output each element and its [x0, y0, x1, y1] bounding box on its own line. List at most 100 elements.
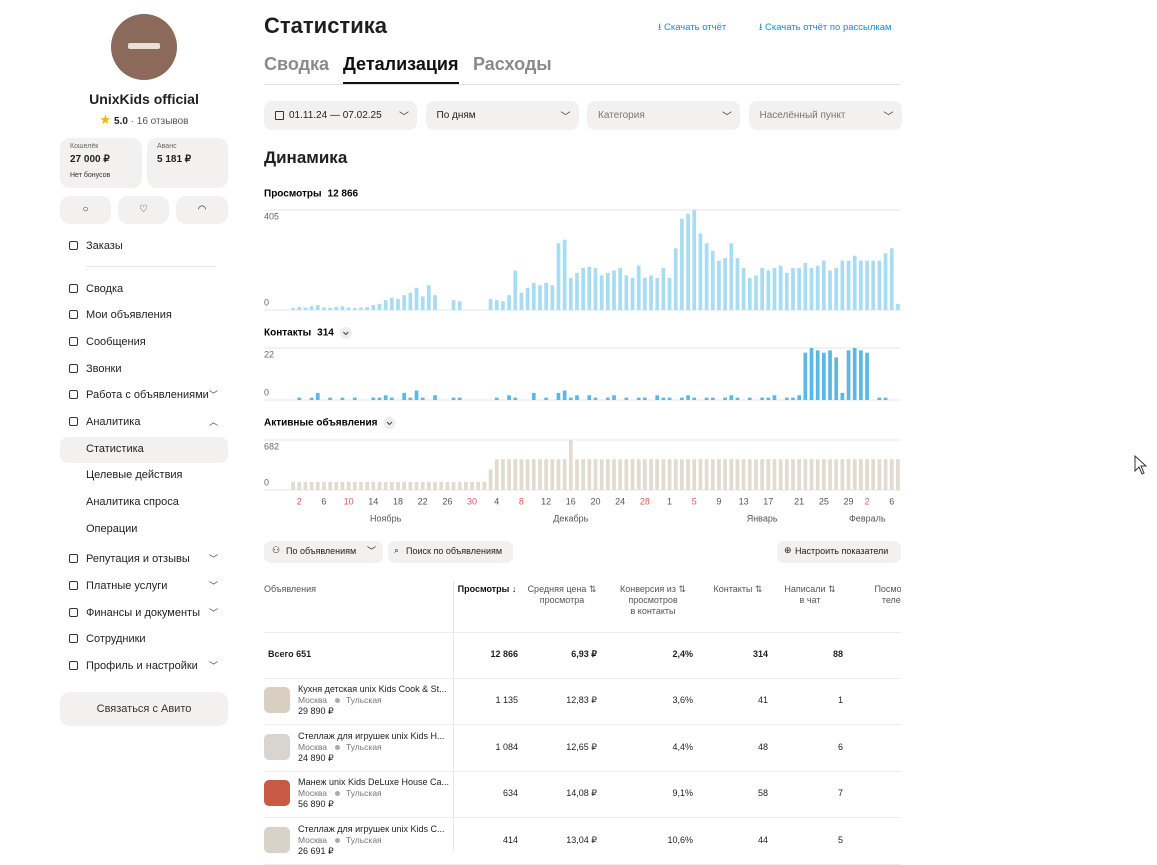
tab[interactable]: Детализация: [343, 54, 459, 74]
bar: [834, 459, 839, 490]
bar: [556, 459, 561, 490]
column-header[interactable]: Посмотрели телефон: [874, 584, 926, 605]
table-cell: 1 084: [495, 741, 518, 752]
menu-item[interactable]: Целевые действия: [86, 469, 183, 481]
menu-item[interactable]: Платные услуги: [86, 580, 168, 592]
filter[interactable]: По дням ﹀: [425, 101, 579, 130]
bar: [328, 397, 332, 400]
month-label: Декабрь: [553, 513, 588, 523]
table-cell: 58: [757, 788, 768, 798]
menu-item[interactable]: Статистика: [86, 443, 144, 455]
bar: [710, 459, 715, 490]
contact-avito[interactable]: Связаться с Авито: [60, 692, 228, 726]
listing-title[interactable]: Кухня детская unix Kids Cook & St...: [298, 684, 447, 694]
bar: [618, 459, 623, 490]
listing-title[interactable]: Манеж unix Kids DeLuxe House Ca...: [298, 777, 450, 787]
bar: [365, 307, 369, 310]
table-cell: 7: [837, 788, 843, 798]
menu-item[interactable]: Заказы: [86, 240, 123, 252]
bar: [896, 303, 900, 310]
chart-title: Активные объявления: [264, 417, 378, 429]
menu-item[interactable]: Работа с объявлениями: [86, 389, 209, 401]
x-tick-label: 17: [763, 496, 773, 506]
bar: [383, 395, 388, 400]
bar: [809, 459, 814, 490]
bar: [896, 459, 900, 490]
filter[interactable]: 01.11.24 — 07.02.25 ﹀: [264, 101, 417, 130]
bar: [556, 243, 561, 310]
menu-item[interactable]: Звонки: [86, 363, 122, 375]
bar: [815, 265, 820, 310]
y-tick-label: 22: [264, 349, 274, 359]
bar: [624, 397, 629, 400]
month-label: Ноябрь: [370, 513, 402, 523]
bar: [427, 285, 431, 310]
toolbar-button[interactable]: По объявлениям ⚇ ﹀: [264, 541, 383, 563]
bar: [593, 397, 598, 400]
bar: [661, 459, 666, 490]
table-cell: 12,83 ₽: [566, 695, 597, 705]
toolbar-chevron: ﹀: [367, 546, 377, 556]
download-mailing-report[interactable]: ⭳ Скачать отчёт по рассылкам: [759, 22, 892, 33]
settings-button[interactable]: Настроить показатели ⊕: [777, 541, 901, 563]
column-header[interactable]: Просмотры ↓: [457, 584, 517, 594]
menu-icon: [69, 241, 78, 250]
column-header[interactable]: Средняя цена ⇅ просмотра: [527, 584, 597, 605]
notify-button[interactable]: ◠: [176, 196, 228, 224]
bar: [667, 277, 672, 310]
bar: [803, 263, 808, 310]
filter[interactable]: Категория ﹀: [587, 101, 740, 130]
column-header: Объявления: [264, 584, 317, 594]
menu-item[interactable]: Операции: [86, 523, 138, 535]
listing-metro: Тульская: [346, 695, 382, 705]
rating-value: 5.0: [113, 116, 128, 127]
tab[interactable]: Сводка: [264, 54, 330, 74]
bar: [420, 296, 425, 310]
menu-item[interactable]: Аналитика спроса: [86, 496, 179, 508]
bar: [433, 481, 437, 490]
bar: [309, 481, 314, 490]
wallet[interactable]: Кошелёк 27 000 ₽ Нет бонусов: [60, 138, 142, 188]
bar: [655, 459, 660, 490]
filter[interactable]: Населённый пункт ﹀: [748, 101, 902, 130]
bar: [328, 308, 332, 310]
column-header[interactable]: Написали ⇅ в чат: [784, 584, 836, 605]
advance[interactable]: Аванс 5 181 ₽: [147, 138, 228, 188]
bar: [581, 459, 586, 490]
menu-item[interactable]: Сотрудники: [86, 633, 146, 645]
menu-item[interactable]: Сводка: [86, 283, 124, 295]
bar: [871, 260, 876, 310]
download-report[interactable]: ⭳ Скачать отчёт: [658, 22, 727, 33]
bar: [550, 285, 555, 310]
total-cell: 12 866: [490, 649, 518, 659]
bar: [371, 305, 376, 310]
header-line: [264, 632, 901, 633]
menu-item[interactable]: Аналитика: [86, 416, 141, 428]
favorites-button[interactable]: ♡: [118, 196, 169, 224]
row-line: [264, 770, 901, 772]
bar: [883, 459, 888, 490]
menu-item[interactable]: Сообщения: [86, 336, 146, 348]
bar: [655, 395, 660, 400]
listing-title[interactable]: Стеллаж для игрушек unix Kids C...: [298, 823, 445, 834]
advance-label: Аванс: [157, 143, 177, 150]
toolbar-label: По объявлениям: [286, 546, 357, 556]
menu-item[interactable]: Профиль и настройки: [86, 660, 198, 672]
search-button[interactable]: Поиск по объявлениям ⌕: [388, 541, 513, 563]
bar: [575, 395, 579, 400]
bar: [544, 282, 548, 310]
listing-title[interactable]: Стеллаж для игрушек unix Kids H...: [298, 730, 445, 741]
menu-item[interactable]: Репутация и отзывы: [86, 553, 190, 565]
bar: [630, 277, 635, 310]
chat-button[interactable]: ○: [60, 196, 111, 224]
bar: [556, 392, 561, 400]
tab[interactable]: Расходы: [473, 54, 552, 74]
menu-item[interactable]: Мои объявления: [86, 309, 172, 321]
column-header[interactable]: Конверсия из ⇅ просмотров в контакты: [619, 584, 686, 616]
column-header[interactable]: Контакты ⇅: [713, 584, 763, 594]
row-line: [264, 863, 901, 865]
bar: [599, 459, 604, 490]
menu-item[interactable]: Финансы и документы: [86, 607, 200, 619]
bar: [531, 459, 536, 490]
sidebar-name: UnixKids official: [89, 91, 199, 107]
